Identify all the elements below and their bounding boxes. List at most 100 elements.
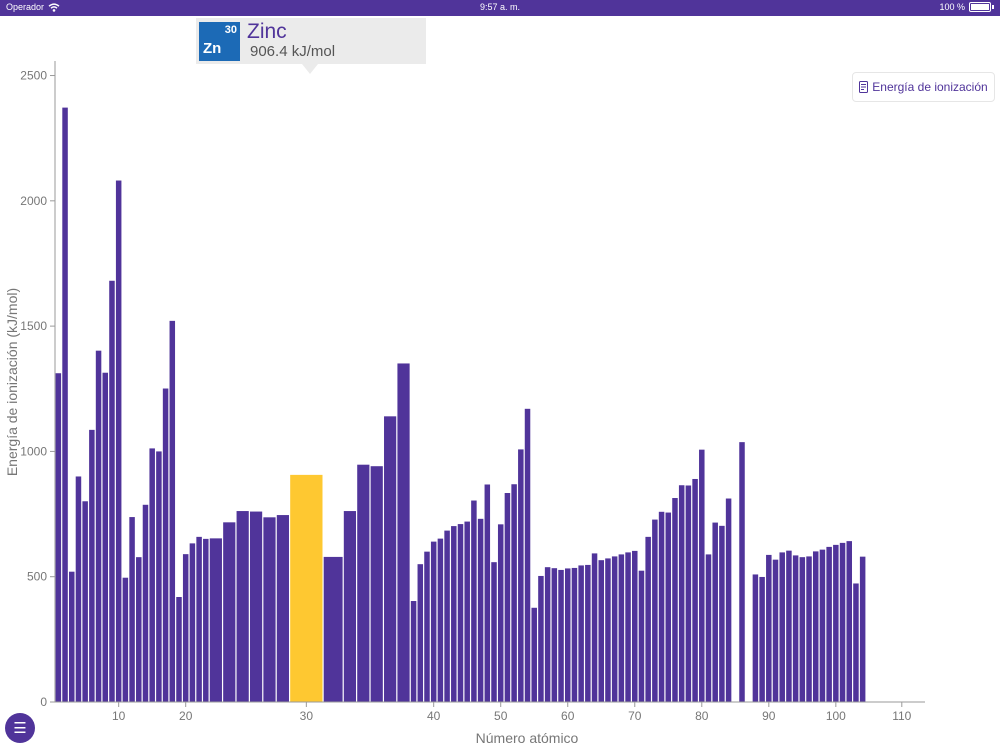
bar-element-78[interactable]	[685, 485, 692, 702]
bar-element-57[interactable]	[544, 567, 551, 702]
bar-element-76[interactable]	[672, 498, 678, 702]
bar-element-79[interactable]	[692, 478, 698, 702]
bar-element-89[interactable]	[759, 576, 765, 702]
bar-element-42[interactable]	[444, 530, 450, 702]
bar-element-3[interactable]	[69, 571, 75, 702]
bar-element-80[interactable]	[699, 449, 705, 702]
bar-element-11[interactable]	[122, 577, 129, 702]
bar-element-75[interactable]	[665, 512, 672, 702]
bar-element-44[interactable]	[457, 524, 464, 702]
bar-element-59[interactable]	[558, 569, 564, 702]
metric-selector-button[interactable]: Energía de ionización	[852, 72, 995, 102]
bar-element-65[interactable]	[598, 560, 605, 702]
bar-element-49[interactable]	[491, 562, 497, 702]
bar-element-103[interactable]	[853, 583, 859, 702]
bar-element-4[interactable]	[75, 476, 82, 702]
bar-element-96[interactable]	[806, 556, 812, 702]
bar-element-33[interactable]	[357, 464, 370, 702]
bar-element-91[interactable]	[772, 559, 779, 702]
bar-element-13[interactable]	[136, 557, 142, 702]
bar-element-98[interactable]	[819, 549, 826, 702]
bar-element-88[interactable]	[752, 574, 759, 702]
bar-element-67[interactable]	[611, 556, 618, 702]
bar-element-34[interactable]	[370, 466, 383, 702]
bar-element-56[interactable]	[538, 575, 544, 702]
bar-element-51[interactable]	[504, 493, 511, 702]
bar-element-30[interactable]	[290, 474, 323, 702]
bar-element-5[interactable]	[82, 501, 88, 702]
bar-element-31[interactable]	[323, 556, 343, 702]
bar-element-54[interactable]	[524, 408, 531, 702]
bar-element-41[interactable]	[437, 538, 444, 702]
bar-element-61[interactable]	[571, 567, 578, 702]
bar-element-28[interactable]	[263, 517, 276, 702]
bar-element-68[interactable]	[618, 554, 625, 702]
bar-element-53[interactable]	[518, 449, 524, 702]
bar-element-50[interactable]	[497, 524, 504, 702]
bar-element-94[interactable]	[792, 555, 799, 702]
bar-element-21[interactable]	[189, 543, 196, 702]
bar-element-17[interactable]	[162, 388, 169, 702]
bar-element-97[interactable]	[812, 551, 819, 702]
bar-element-45[interactable]	[464, 521, 470, 702]
bar-element-55[interactable]	[531, 607, 537, 702]
bar-element-14[interactable]	[142, 504, 149, 702]
bar-element-92[interactable]	[779, 552, 785, 702]
bar-element-100[interactable]	[833, 544, 839, 702]
bar-element-69[interactable]	[625, 552, 631, 702]
bar-element-40[interactable]	[430, 541, 437, 702]
bar-element-70[interactable]	[632, 550, 638, 702]
bar-element-58[interactable]	[551, 568, 558, 702]
bar-element-95[interactable]	[799, 557, 806, 702]
bar-element-102[interactable]	[846, 541, 852, 702]
bar-element-19[interactable]	[176, 597, 182, 702]
bar-element-104[interactable]	[859, 556, 866, 702]
bar-element-24[interactable]	[209, 538, 222, 702]
bar-element-84[interactable]	[725, 498, 732, 702]
bar-element-71[interactable]	[638, 570, 645, 702]
bar-element-46[interactable]	[471, 500, 477, 702]
bar-element-81[interactable]	[705, 554, 712, 702]
bar-element-27[interactable]	[249, 511, 263, 702]
bar-element-36[interactable]	[397, 363, 410, 702]
menu-button[interactable]: ☰	[5, 713, 35, 743]
bar-element-32[interactable]	[343, 511, 357, 702]
bar-element-72[interactable]	[645, 536, 651, 702]
bar-element-23[interactable]	[203, 538, 209, 702]
bar-element-2[interactable]	[62, 107, 68, 702]
bar-element-63[interactable]	[585, 564, 591, 702]
bar-element-60[interactable]	[564, 568, 571, 702]
bar-element-16[interactable]	[156, 451, 162, 702]
bar-element-15[interactable]	[149, 448, 155, 702]
bar-element-22[interactable]	[196, 536, 202, 702]
bar-element-35[interactable]	[384, 416, 397, 702]
bar-element-83[interactable]	[719, 525, 725, 702]
bar-element-18[interactable]	[169, 320, 176, 702]
bar-element-47[interactable]	[477, 518, 484, 702]
element-tile[interactable]: 30 Zn	[199, 22, 240, 61]
bar-element-1[interactable]	[55, 373, 62, 702]
bar-element-52[interactable]	[511, 484, 517, 702]
bar-element-38[interactable]	[417, 564, 424, 702]
bar-element-12[interactable]	[129, 517, 135, 702]
bar-element-37[interactable]	[410, 601, 417, 702]
bar-element-64[interactable]	[591, 553, 598, 702]
bar-element-101[interactable]	[839, 542, 846, 702]
bar-element-73[interactable]	[652, 519, 658, 702]
bar-element-7[interactable]	[95, 350, 102, 702]
bar-element-6[interactable]	[89, 429, 95, 702]
bar-element-66[interactable]	[605, 558, 611, 702]
bar-element-99[interactable]	[826, 546, 832, 702]
bar-element-29[interactable]	[276, 515, 289, 702]
bar-element-90[interactable]	[766, 554, 772, 702]
bar-element-62[interactable]	[578, 565, 584, 702]
bar-element-39[interactable]	[424, 551, 430, 702]
ionization-energy-chart[interactable]: 0 500 1000 1500 2000 2500 10 20 30 40 50 60 70 80 90 10…	[0, 16, 1000, 750]
bar-element-8[interactable]	[102, 372, 109, 702]
bar-element-77[interactable]	[678, 485, 685, 702]
bar-element-20[interactable]	[182, 554, 189, 702]
bar-element-43[interactable]	[451, 526, 457, 702]
bar-element-26[interactable]	[236, 511, 249, 702]
bar-element-86[interactable]	[739, 442, 745, 702]
bar-element-25[interactable]	[223, 522, 236, 702]
